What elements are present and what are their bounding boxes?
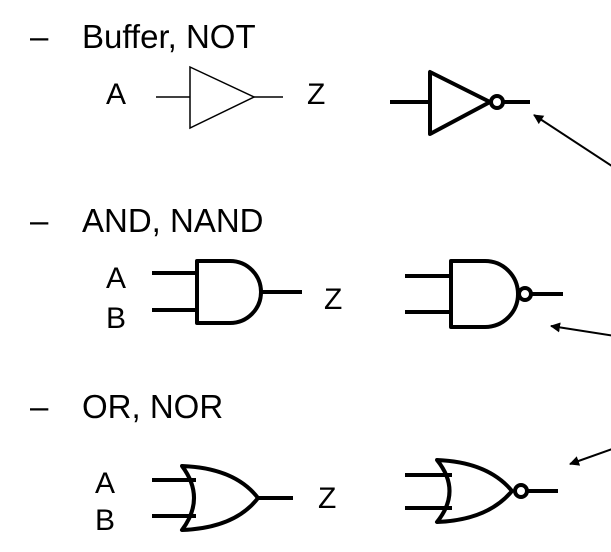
buffer-gate-symbol [156,65,283,130]
input-label-a: A [95,467,115,500]
input-label-a: A [106,78,126,111]
section-title: Buffer, NOT [82,18,256,55]
arrow-to-nor-bubble [569,448,611,466]
not-gate-symbol [390,70,530,136]
section-bullet: – [30,18,49,55]
section-bullet: – [30,388,49,425]
output-label-z: Z [324,283,342,316]
section-buffer-not: – Buffer, NOT A Z [30,18,530,136]
section-title: OR, NOR [82,388,223,425]
nand-inversion-bubble [517,286,533,302]
annotation-arrows [533,114,611,466]
output-label-z: Z [307,78,325,111]
output-label-z: Z [318,482,336,515]
arrow-to-nand-bubble [550,322,611,337]
nor-gate-symbol [405,458,558,524]
or-gate-symbol [152,464,293,532]
not-inversion-bubble [489,94,505,110]
section-bullet: – [30,202,49,239]
section-or-nor: – OR, NOR A B Z [30,388,558,537]
input-label-b: B [95,504,115,537]
section-title: AND, NAND [82,202,264,239]
section-and-nand: – AND, NAND A B Z [30,202,563,335]
input-label-b: B [106,302,126,335]
nor-inversion-bubble [513,483,529,499]
and-gate-symbol [152,259,302,325]
nand-gate-symbol [405,259,563,329]
input-label-a: A [106,262,126,295]
arrow-to-not-bubble [533,114,611,167]
